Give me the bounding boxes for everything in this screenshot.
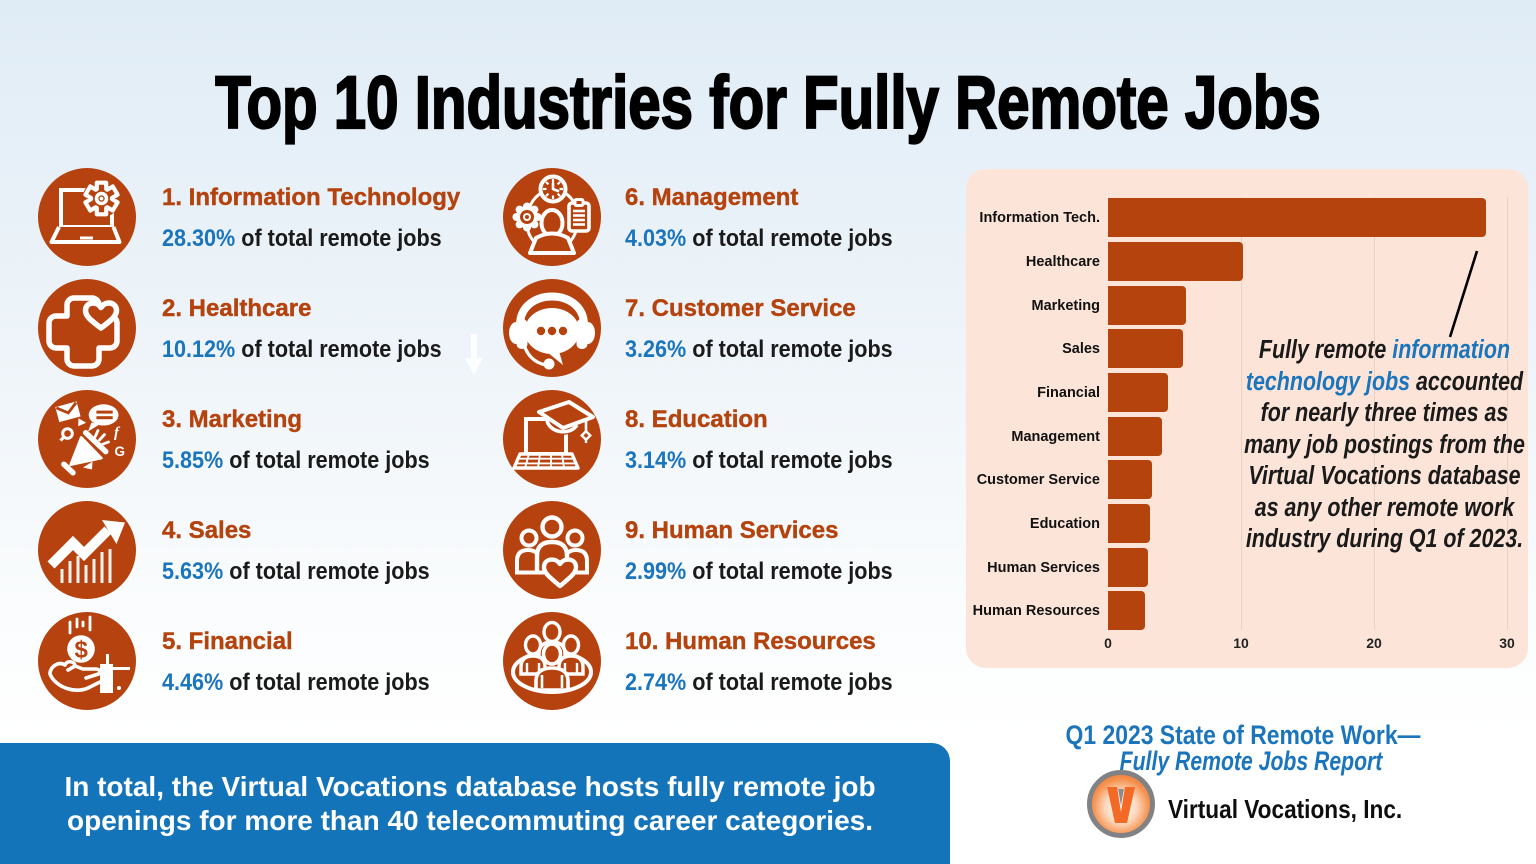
svg-text:f: f xyxy=(114,425,121,441)
svg-text:$: $ xyxy=(75,637,89,664)
svg-text:G: G xyxy=(115,444,126,459)
